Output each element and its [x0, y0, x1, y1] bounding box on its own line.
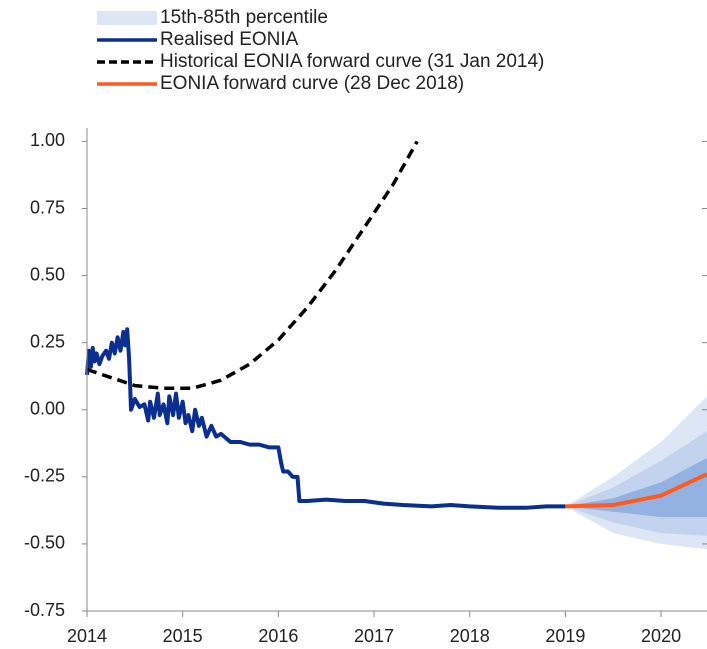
series-line: [86, 140, 419, 391]
x-tick-label: 2014: [67, 626, 107, 646]
y-tick-label: 0.00: [30, 399, 65, 419]
legend-label: EONIA forward curve (28 Dec 2018): [160, 73, 464, 94]
y-tick-label: 0.25: [30, 331, 65, 351]
x-tick-label: 2019: [545, 626, 585, 646]
x-tick-label: 2017: [354, 626, 394, 646]
x-tick-label: 2016: [258, 626, 298, 646]
legend-swatch: [97, 11, 157, 25]
percentile-band: [565, 458, 707, 518]
x-tick-label: 2020: [641, 626, 681, 646]
y-tick-label: 1.00: [30, 130, 65, 150]
legend-label: Historical EONIA forward curve (31 Jan 2…: [160, 51, 544, 72]
series-line: [565, 472, 707, 509]
y-tick-label: -0.75: [24, 600, 65, 620]
legend-label: 15th-85th percentile: [160, 7, 328, 28]
x-tick-label: 2015: [163, 626, 203, 646]
x-tick-label: 2018: [450, 626, 490, 646]
y-tick-label: -0.50: [24, 533, 65, 553]
y-tick-label: 0.50: [30, 264, 65, 284]
y-tick-label: -0.25: [24, 466, 65, 486]
legend-label: Realised EONIA: [160, 29, 299, 50]
series-line: [85, 327, 566, 510]
y-tick-label: 0.75: [30, 197, 65, 217]
